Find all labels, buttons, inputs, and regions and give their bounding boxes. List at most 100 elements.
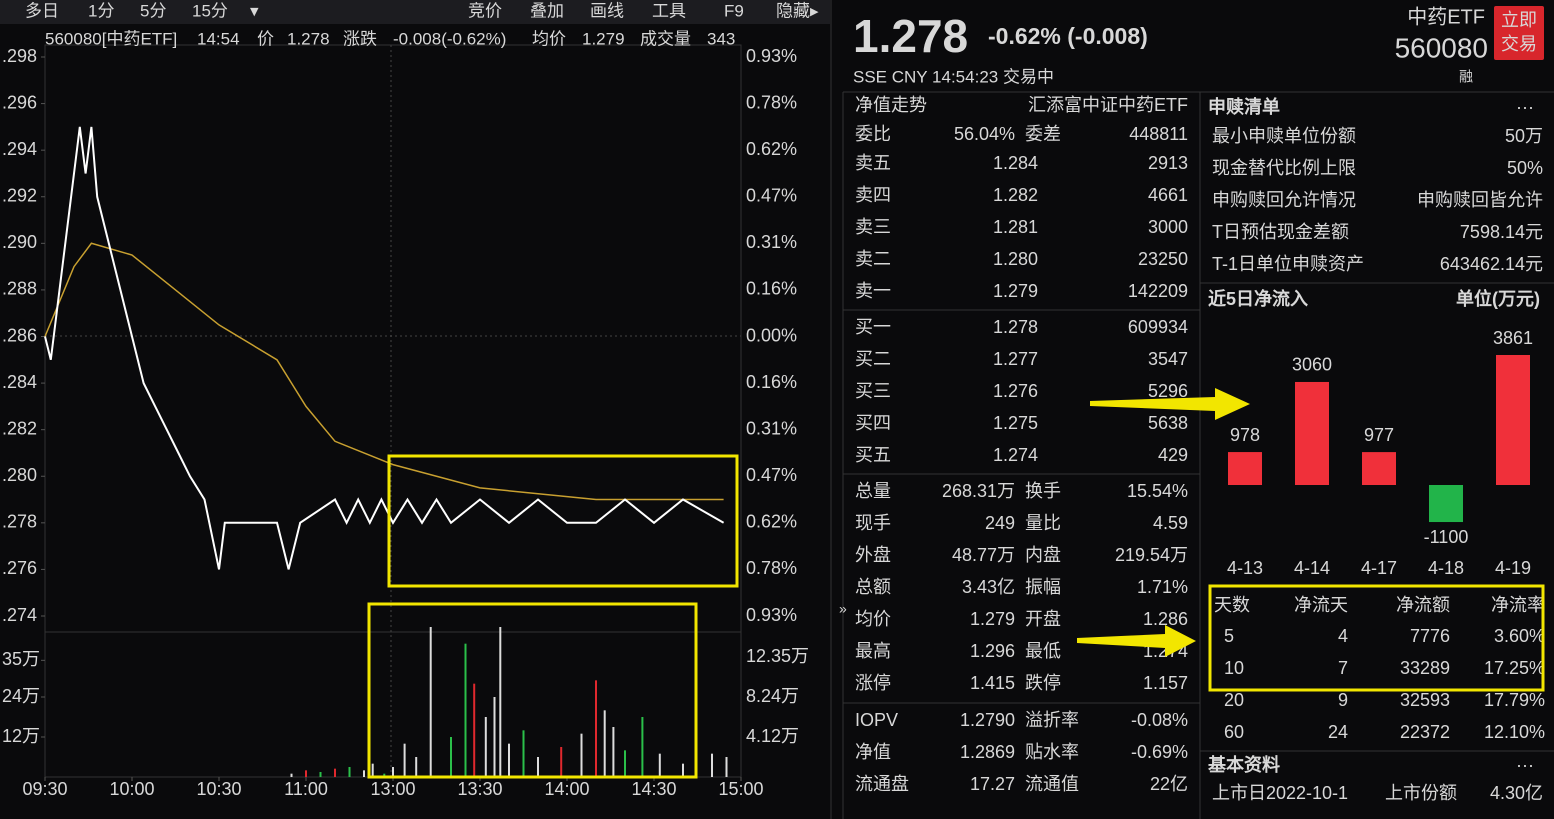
info-text: 560080[中药ETF] <box>45 29 177 48</box>
row-value: 4.59 <box>1153 513 1188 533</box>
more-button[interactable]: ··· <box>1516 755 1534 775</box>
toolbar-button[interactable]: 1分 <box>88 1 114 20</box>
y-tick-label: .288 <box>2 279 37 299</box>
y-tick-label: .278 <box>2 512 37 532</box>
info-text: 1.279 <box>582 29 625 48</box>
row-value: 1.71% <box>1137 577 1188 597</box>
y-tick-label: .274 <box>2 605 37 625</box>
table-cell: 3.60% <box>1494 626 1545 646</box>
volume-tick-label: 24万 <box>2 686 40 706</box>
y2-tick-label: 0.00% <box>746 325 797 345</box>
table-cell: 24 <box>1328 722 1348 742</box>
volume-bar <box>319 772 322 777</box>
volume-y2-label: 12.35万 <box>746 646 809 666</box>
toolbar-button[interactable]: 画线 <box>590 1 624 20</box>
volume-bar <box>537 757 539 777</box>
toolbar-button[interactable]: 竞价 <box>468 1 502 20</box>
row-value: 249 <box>985 513 1015 533</box>
table-cell: 17.25% <box>1484 658 1545 678</box>
volume-bar <box>658 753 661 777</box>
row-label: 净值 <box>855 742 891 762</box>
volume-bar <box>363 770 365 777</box>
y2-tick-label: 0.47% <box>746 186 797 206</box>
volume-bar <box>595 680 597 777</box>
table-cell: 9 <box>1338 690 1348 710</box>
row-label: 内盘 <box>1025 545 1061 565</box>
toolbar-button[interactable]: 叠加 <box>530 1 564 20</box>
table-cell: 5 <box>1224 626 1234 646</box>
trade-button-text[interactable]: 交易 <box>1501 34 1537 54</box>
row-label: 总量 <box>855 481 891 501</box>
toolbar-button[interactable]: 隐藏▸ <box>776 1 819 20</box>
table-cell: 22372 <box>1400 722 1450 742</box>
x-tick-label: 09:30 <box>22 779 67 799</box>
row-label: 流通盘 <box>855 774 909 794</box>
row-label: 换手 <box>1025 481 1061 501</box>
toolbar-button[interactable]: 工具 <box>652 1 686 20</box>
volume-bar <box>682 763 684 777</box>
y2-tick-label: 0.62% <box>746 512 797 532</box>
collapse-handle[interactable]: » <box>839 601 847 617</box>
y2-tick-label: 0.93% <box>746 46 797 66</box>
more-button[interactable]: ··· <box>1516 97 1534 117</box>
toolbar-button[interactable]: 15分 <box>192 1 228 20</box>
table-cell: 10 <box>1224 658 1244 678</box>
toolbar-button[interactable]: F9 <box>724 1 744 20</box>
x-tick-label: 14:30 <box>631 779 676 799</box>
inflow-bar <box>1429 485 1463 523</box>
bid-price: 1.275 <box>993 413 1038 433</box>
volume-bar <box>484 717 487 777</box>
market-status: SSE CNY 14:54:23 交易中 <box>853 67 1054 86</box>
ask-label: 卖二 <box>855 249 891 269</box>
toolbar-button[interactable]: ▾ <box>250 1 259 20</box>
info-text: 成交量 <box>640 29 691 48</box>
item-label: 上市份额 <box>1385 783 1457 803</box>
inflow-bar <box>1228 452 1262 485</box>
y-tick-label: .276 <box>2 558 37 578</box>
ask-label: 卖五 <box>855 153 891 173</box>
volume-bar <box>290 773 293 777</box>
volume-bar <box>612 727 615 777</box>
row-value: 1.2869 <box>960 742 1015 762</box>
bid-label: 买二 <box>855 349 891 369</box>
ask-label: 卖四 <box>855 185 891 205</box>
row-label: 振幅 <box>1025 577 1061 597</box>
toolbar-button[interactable]: 多日 <box>25 1 59 20</box>
volume-bar <box>473 683 476 777</box>
data-label: 977 <box>1364 425 1394 445</box>
info-text: 均价 <box>532 29 566 48</box>
table-cell: 7 <box>1338 658 1348 678</box>
row-label: 委比 <box>855 124 891 144</box>
info-text: 1.278 <box>287 29 330 48</box>
row-value: 48.77万 <box>952 545 1015 565</box>
row-label: 均价 <box>855 609 891 629</box>
volume-bar <box>392 767 394 777</box>
volume-bar <box>493 697 496 777</box>
volume-bar <box>499 627 502 777</box>
volume-bar <box>508 743 510 777</box>
table-cell: 33289 <box>1400 658 1450 678</box>
volume-bar <box>560 747 563 777</box>
trade-button-text[interactable]: 立即 <box>1501 10 1537 30</box>
ask-volume: 2913 <box>1148 153 1188 173</box>
toolbar-button[interactable]: 5分 <box>140 1 166 20</box>
row-value: 219.54万 <box>1115 545 1188 565</box>
security-code: 560080 <box>1395 32 1488 63</box>
inflow-bar <box>1295 381 1329 485</box>
x-tick-label: 4-14 <box>1294 558 1330 578</box>
x-tick-label: 11:00 <box>284 779 328 799</box>
row-value: 1.2790 <box>960 710 1015 730</box>
section-link[interactable]: 净值走势 <box>855 95 927 115</box>
row-value: 1.286 <box>1143 609 1188 629</box>
unit-label: 单位(万元) <box>1456 288 1540 309</box>
trade-button[interactable] <box>1494 6 1544 60</box>
table-header: 净流天 <box>1294 595 1348 615</box>
table-cell: 12.10% <box>1484 722 1545 742</box>
bid-volume: 3547 <box>1148 349 1188 369</box>
price-change: -0.62% (-0.008) <box>988 23 1148 49</box>
ask-price: 1.282 <box>993 185 1038 205</box>
table-cell: 17.79% <box>1484 690 1545 710</box>
y-tick-label: .282 <box>2 418 37 438</box>
info-text: 343 <box>707 29 735 48</box>
fund-name: 汇添富中证中药ETF <box>1028 95 1188 115</box>
